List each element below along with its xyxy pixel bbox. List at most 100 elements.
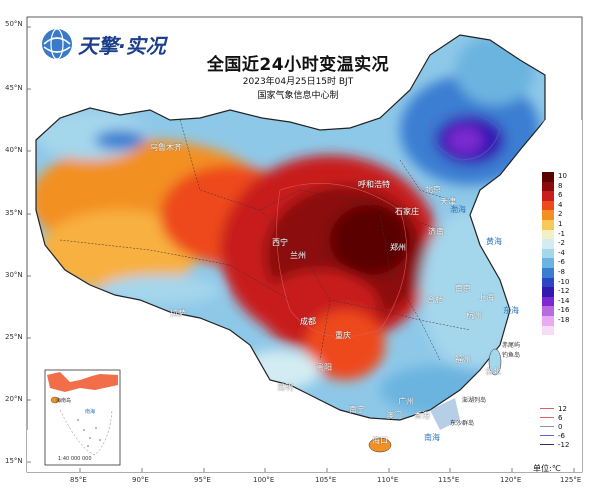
- hainan-island: [368, 437, 392, 453]
- lat-label: 20°N: [5, 395, 23, 403]
- legend-item: -4: [542, 248, 582, 259]
- lat-label: 15°N: [5, 457, 23, 465]
- legend-label: 10: [558, 172, 567, 180]
- legend-swatch: [542, 287, 554, 297]
- sea-label: 东海: [503, 306, 519, 315]
- legend-label: -12: [558, 287, 570, 296]
- legend-item: 1: [542, 219, 582, 230]
- place-label: 重庆: [335, 331, 351, 340]
- legend-label: 1: [558, 219, 563, 228]
- place-label: 成都: [300, 317, 316, 326]
- place-label: 杭州: [466, 311, 482, 320]
- legend-label: 8: [558, 181, 563, 190]
- lon-label: 100°E: [253, 476, 275, 484]
- legend-item: 10: [542, 172, 582, 182]
- inset-label: 海南岛: [56, 398, 72, 404]
- isotherm-label: -6: [558, 431, 565, 440]
- isotherm-legend-item: 0: [540, 422, 569, 431]
- legend-swatch: [542, 229, 554, 240]
- isotherm-line-sample: [540, 444, 554, 445]
- place-label: 南宁: [349, 405, 365, 414]
- legend-label: -1: [558, 229, 565, 238]
- legend-swatch: [542, 191, 554, 201]
- legend-item: -14: [542, 296, 582, 307]
- taiwan-island: [488, 348, 502, 376]
- isotherm-legend-item: -6: [540, 431, 569, 440]
- isotherm-line-sample: [540, 417, 554, 418]
- legend-swatch: [542, 277, 554, 288]
- lon-label: 110°E: [377, 476, 399, 484]
- legend-label: -8: [558, 267, 565, 276]
- place-label: 福州: [455, 355, 471, 364]
- place-label: 海口: [372, 436, 388, 445]
- sea-label: 渤海: [450, 205, 466, 214]
- lon-label: 95°E: [194, 476, 211, 484]
- legend-label: -16: [558, 306, 570, 315]
- legend-item: -6: [542, 258, 582, 268]
- legend-swatch: [542, 172, 554, 182]
- legend-item: 6: [542, 191, 582, 201]
- place-label: 东沙群岛: [450, 420, 475, 427]
- legend-swatch: [542, 239, 554, 249]
- place-label: 兰州: [290, 251, 306, 260]
- inset-label: 南海: [85, 409, 96, 415]
- lon-label: 85°E: [70, 476, 87, 484]
- place-label: 贵阳: [316, 363, 332, 372]
- place-label: 乌鲁木齐: [150, 143, 182, 152]
- legend-item: 4: [542, 200, 582, 211]
- legend-label: 2: [558, 210, 563, 219]
- lat-label: 25°N: [5, 333, 23, 341]
- legend-swatch: [542, 296, 554, 307]
- place-label: 昆明: [277, 383, 293, 392]
- legend-swatch: [542, 219, 554, 230]
- isotherm-legend-item: -12: [540, 440, 569, 449]
- issuer: 国家气象信息中心制: [257, 91, 339, 101]
- place-label: 拉萨: [170, 309, 186, 318]
- legend-item: [542, 325, 582, 336]
- inset-label: 1:40 000 000: [58, 456, 92, 462]
- isotherm-label: 12: [558, 404, 567, 413]
- isotherm-line-sample: [540, 408, 554, 409]
- place-label: 香港: [414, 411, 430, 420]
- place-label: 济南: [428, 227, 444, 236]
- legend-item: -2: [542, 239, 582, 249]
- place-label: 上海: [478, 293, 494, 302]
- globe-icon: [42, 28, 72, 60]
- isotherm-line-sample: [540, 426, 554, 427]
- timestamp: 2023年04月25日15时 BJT: [242, 77, 354, 87]
- isotherm-label: 0: [558, 422, 563, 431]
- lon-label: 125°E: [560, 476, 582, 484]
- sea-label: 南海: [424, 433, 440, 442]
- lon-label: 120°E: [500, 476, 522, 484]
- place-label: 广州: [398, 397, 414, 406]
- lat-label: 45°N: [5, 84, 23, 92]
- unit-label: 单位:℃: [533, 464, 561, 473]
- legend-label: -14: [558, 296, 570, 305]
- legend-item: 2: [542, 210, 582, 220]
- legend-label: -10: [558, 277, 570, 286]
- place-label: 北京: [425, 185, 441, 194]
- isotherm-label: 6: [558, 413, 563, 422]
- place-label: 南京: [455, 284, 471, 293]
- legend-label: 6: [558, 191, 563, 200]
- place-label: 赤尾屿: [502, 342, 521, 349]
- legend-swatch: [542, 267, 554, 278]
- lat-label: 50°N: [5, 20, 23, 28]
- place-label: 合肥: [427, 295, 443, 304]
- legend-label: -18: [558, 315, 570, 324]
- sea-label: 黄海: [486, 237, 502, 246]
- legend-swatch: [542, 200, 554, 211]
- place-label: 天津: [440, 197, 456, 206]
- province-boundaries: [59, 119, 471, 361]
- legend-swatch: [542, 248, 554, 259]
- lon-label: 115°E: [438, 476, 460, 484]
- legend-item: -18: [542, 315, 582, 326]
- legend-item: -10: [542, 277, 582, 288]
- country-boundary: [35, 34, 546, 421]
- isotherm-legend-item: 6: [540, 413, 569, 422]
- legend-item: -8: [542, 267, 582, 278]
- lon-label: 105°E: [315, 476, 337, 484]
- legend-swatch: [542, 315, 554, 326]
- place-label: 郑州: [390, 243, 406, 252]
